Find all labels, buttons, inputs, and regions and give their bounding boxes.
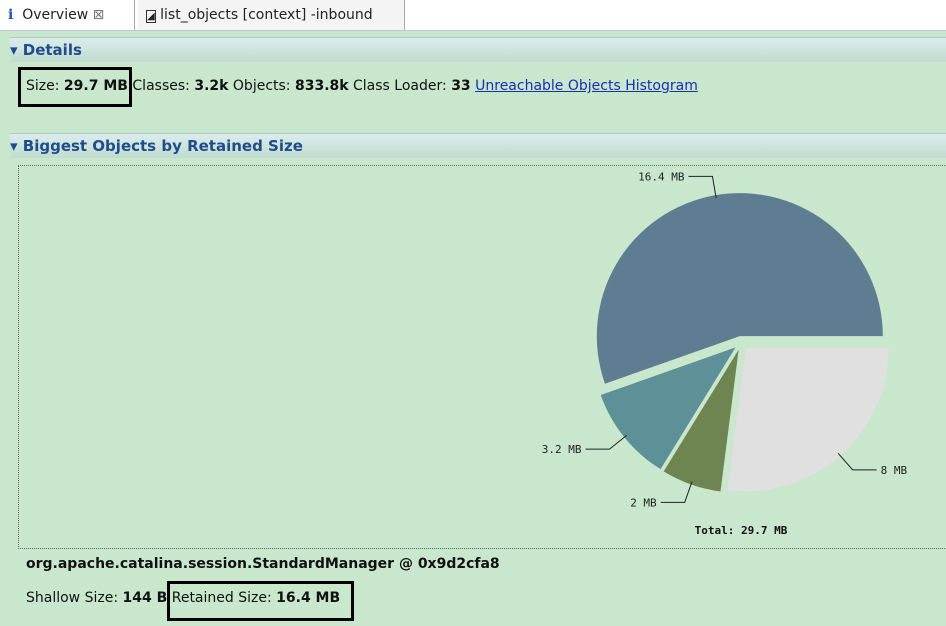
details-row: Size: 29.7 MB Classes: 3.2k Objects: 833… — [26, 78, 698, 94]
value: 3.2k — [194, 78, 229, 94]
pie-slice — [596, 193, 883, 384]
highlight-box — [167, 581, 354, 621]
label: Objects: — [232, 78, 291, 94]
slice-label: 16.4 MB — [638, 170, 685, 183]
value: 33 — [451, 78, 471, 94]
size-row: Shallow Size: 144 B Retained Size: 16.4 … — [26, 590, 340, 606]
link[interactable]: Unreachable Objects Histogram — [475, 78, 698, 94]
slice-label: 3.2 MB — [542, 443, 582, 456]
value: 144 B — [122, 590, 168, 606]
tab[interactable]: ◢ list_objects [context] -inbound — [138, 0, 405, 30]
section-title: Biggest Objects by Retained Size — [22, 137, 303, 155]
value: 29.7 MB — [63, 78, 128, 94]
object-name: org.apache.catalina.session.StandardMana… — [26, 556, 500, 572]
label: Size: — [26, 78, 60, 94]
tab-label: list_objects [context] -inbound — [160, 7, 373, 23]
pie-chart: 16.4 MB 3.2 MB 2 MB 8 MB Total: 29.7 MB — [542, 170, 908, 537]
label: Class Loader: — [353, 78, 447, 94]
tab-label: Overview — [22, 7, 89, 23]
pie-slice — [663, 349, 739, 492]
chart-area: 16.4 MB 3.2 MB 2 MB 8 MB Total: 29.7 MB — [18, 165, 946, 549]
leader-line — [837, 453, 877, 471]
leader-line — [688, 175, 717, 199]
section-title: Details — [22, 41, 82, 59]
pie-slice — [600, 347, 736, 470]
pie-total: Total: 29.7 MB — [695, 524, 788, 537]
pie-slice — [727, 348, 889, 492]
highlight-box — [18, 67, 132, 107]
tab[interactable]: i Overview ⊠ — [0, 0, 135, 30]
slice-label: 2 MB — [630, 496, 657, 509]
slice-label: 8 MB — [881, 464, 908, 477]
leader-line — [585, 434, 627, 450]
label: Retained Size: — [171, 590, 272, 606]
leader-line — [660, 481, 693, 503]
section-header[interactable]: ▾ Details — [10, 37, 946, 62]
value: 833.8k — [294, 78, 349, 94]
label: Classes: — [132, 78, 190, 94]
tab-bar: i Overview ⊠ ◢ list_objects [context] -i… — [0, 0, 946, 31]
label: Shallow Size: — [26, 590, 119, 606]
section-header[interactable]: ▾ Biggest Objects by Retained Size — [10, 133, 946, 158]
value: 16.4 MB — [276, 590, 341, 606]
